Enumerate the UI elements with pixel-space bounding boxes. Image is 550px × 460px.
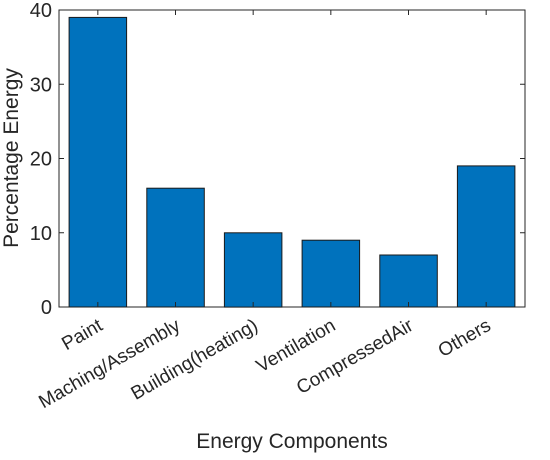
x-tick-label-0: Paint — [58, 315, 107, 355]
axes-box — [58, 9, 526, 308]
y-tick-label-1: 10 — [30, 223, 52, 245]
bar-3 — [301, 239, 361, 308]
y-tick-label-2: 20 — [30, 149, 52, 171]
bar-2 — [223, 232, 283, 308]
x-tick-label-1: Maching/Assembly — [35, 315, 184, 413]
plot-area: 0 10 20 30 40 PaintMaching/AssemblyBuilding(… — [30, 0, 526, 413]
y-tick-label-0: 0 — [41, 297, 52, 319]
x-tick-label-5: Others — [435, 315, 495, 362]
bar-0 — [68, 16, 128, 308]
bars — [68, 16, 516, 308]
y-tick-label-4: 40 — [30, 0, 52, 22]
y-tick-label-3: 30 — [30, 74, 52, 96]
bar-1 — [146, 187, 205, 308]
x-tick-label-2: Building(heating) — [128, 315, 262, 404]
y-axis-ticks: 0 10 20 30 40 — [30, 0, 525, 319]
y-axis-label: Percentage Energy — [0, 68, 23, 248]
bar-5 — [456, 165, 516, 308]
x-axis-label: Energy Components — [196, 430, 387, 453]
bar-4 — [379, 254, 438, 308]
